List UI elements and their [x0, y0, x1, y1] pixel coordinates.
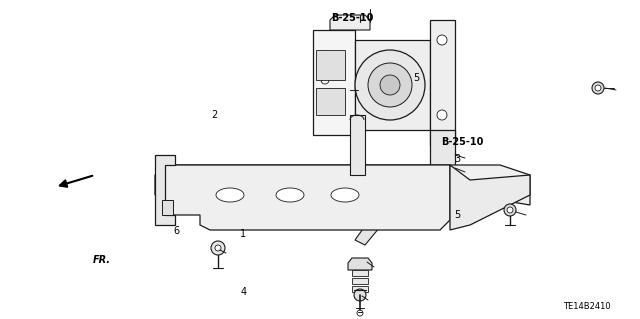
- Circle shape: [321, 76, 329, 84]
- Polygon shape: [430, 130, 455, 175]
- Ellipse shape: [216, 188, 244, 202]
- Circle shape: [507, 207, 513, 213]
- Circle shape: [321, 101, 329, 109]
- Circle shape: [355, 50, 425, 120]
- Text: 3: 3: [454, 154, 461, 165]
- Circle shape: [437, 110, 447, 120]
- Circle shape: [380, 75, 400, 95]
- Ellipse shape: [276, 188, 304, 202]
- Circle shape: [592, 82, 604, 94]
- Circle shape: [504, 204, 516, 216]
- Polygon shape: [162, 200, 173, 215]
- Polygon shape: [380, 165, 440, 220]
- Polygon shape: [352, 286, 368, 292]
- Circle shape: [215, 245, 221, 251]
- Polygon shape: [155, 165, 530, 205]
- Circle shape: [368, 63, 412, 107]
- Text: 6: 6: [173, 226, 179, 236]
- Polygon shape: [155, 155, 175, 225]
- Polygon shape: [316, 50, 345, 80]
- Polygon shape: [355, 40, 430, 130]
- Text: 4: 4: [240, 287, 246, 297]
- Polygon shape: [352, 278, 368, 284]
- Circle shape: [437, 35, 447, 45]
- Text: 5: 5: [413, 73, 419, 83]
- Circle shape: [357, 310, 363, 316]
- Polygon shape: [355, 205, 390, 245]
- Text: 5: 5: [454, 210, 461, 220]
- Text: TE14B2410: TE14B2410: [563, 302, 611, 311]
- Text: B-25-10: B-25-10: [442, 137, 484, 147]
- Polygon shape: [430, 20, 455, 145]
- Polygon shape: [330, 15, 370, 30]
- Circle shape: [595, 85, 601, 91]
- Polygon shape: [352, 270, 368, 276]
- Ellipse shape: [331, 188, 359, 202]
- Text: 2: 2: [211, 110, 218, 120]
- Polygon shape: [450, 165, 530, 230]
- Polygon shape: [313, 30, 355, 135]
- Text: FR.: FR.: [93, 255, 111, 265]
- Circle shape: [211, 241, 225, 255]
- Polygon shape: [165, 165, 450, 230]
- Polygon shape: [350, 115, 365, 175]
- Text: B-25-10: B-25-10: [332, 12, 374, 23]
- Circle shape: [321, 51, 329, 59]
- Polygon shape: [348, 258, 372, 270]
- Polygon shape: [316, 88, 345, 115]
- Circle shape: [354, 289, 366, 301]
- Text: 1: 1: [240, 229, 246, 240]
